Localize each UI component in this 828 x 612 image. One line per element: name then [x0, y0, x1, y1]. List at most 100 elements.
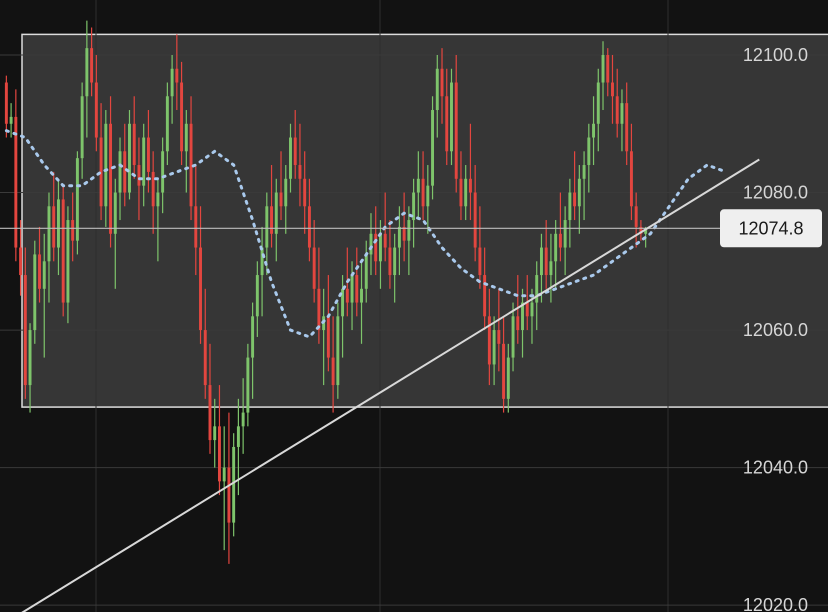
candle: [203, 288, 207, 399]
trendline: [21, 158, 760, 612]
candle: [270, 165, 274, 248]
candle: [23, 247, 27, 399]
candle: [208, 343, 212, 454]
candle-body: [525, 302, 529, 317]
candle: [492, 316, 496, 386]
candle-body: [189, 123, 193, 207]
candle: [587, 123, 591, 193]
candle: [151, 151, 155, 234]
candle-body: [644, 228, 648, 234]
candle: [274, 178, 278, 262]
candle: [454, 55, 458, 193]
candle: [516, 275, 520, 344]
candle: [582, 151, 586, 221]
candle: [355, 247, 359, 317]
candle-body: [606, 55, 610, 83]
candle-body: [303, 178, 307, 207]
candle: [539, 233, 543, 303]
candle: [312, 220, 316, 303]
candle: [4, 75, 8, 138]
candle: [260, 226, 264, 317]
candle: [94, 55, 98, 152]
candle: [521, 288, 524, 358]
price-tick-label: 12100.0: [743, 45, 808, 65]
candle: [615, 68, 619, 138]
candle-body: [270, 206, 274, 234]
candle: [307, 178, 311, 262]
candle-body: [47, 206, 51, 262]
candle: [402, 192, 406, 262]
candle: [544, 220, 548, 289]
candle: [459, 151, 463, 221]
candle-body: [468, 178, 472, 193]
candle-body: [298, 165, 302, 179]
candle-body: [426, 185, 430, 207]
candle: [9, 103, 13, 138]
candle: [284, 165, 288, 234]
candle-body: [23, 275, 27, 386]
candle: [407, 206, 411, 276]
candle: [601, 41, 605, 111]
candle-body: [615, 96, 619, 124]
candle-body: [170, 68, 174, 97]
candle: [378, 220, 382, 289]
candle: [42, 233, 46, 358]
candle-body: [137, 165, 141, 186]
candle-body: [161, 151, 165, 193]
candle: [611, 55, 614, 124]
candle: [66, 206, 70, 324]
candle: [199, 206, 202, 344]
candle: [170, 55, 174, 124]
candle-body: [4, 82, 8, 124]
candle-body: [42, 261, 46, 289]
candle-body: [326, 316, 330, 358]
candle: [450, 68, 453, 166]
candle: [38, 226, 41, 303]
candle-body: [71, 220, 75, 241]
candle-body: [450, 82, 453, 152]
candle-body: [341, 288, 345, 317]
price-tick-label: 12060.0: [743, 320, 808, 340]
candle: [473, 165, 477, 262]
candle: [483, 247, 487, 331]
candle-body: [402, 226, 406, 241]
candle-body: [544, 247, 548, 276]
candle-body: [412, 192, 416, 221]
candle: [478, 206, 482, 289]
candle: [331, 316, 335, 413]
candle: [487, 288, 491, 386]
candle-body: [592, 123, 596, 138]
candle: [639, 220, 643, 241]
candle-body: [80, 96, 84, 159]
candle-body: [521, 302, 524, 331]
candle-body: [573, 192, 577, 207]
candle: [52, 171, 56, 262]
candle: [175, 34, 179, 111]
candle: [189, 96, 193, 221]
candle-body: [104, 123, 108, 207]
candle-body: [435, 68, 439, 111]
candle-body: [38, 254, 41, 289]
candle-body: [601, 55, 605, 83]
candle-body: [634, 206, 638, 227]
candle-body: [535, 275, 539, 303]
candle: [75, 151, 79, 255]
price-tick-label: 12080.0: [743, 183, 808, 203]
candle: [85, 20, 89, 138]
candle-body: [61, 199, 65, 303]
candle-body: [516, 316, 520, 331]
candle-body: [274, 192, 278, 234]
last-price-label-text: 12074.8: [738, 218, 803, 238]
candle-body: [203, 330, 207, 386]
candle-body: [99, 137, 103, 207]
candle-body: [165, 96, 169, 152]
candle-body: [113, 192, 117, 234]
candle-body: [260, 247, 264, 276]
candle-body: [184, 123, 188, 152]
price-tick-label: 12020.0: [743, 595, 808, 612]
candle: [279, 151, 283, 221]
candle-body: [19, 247, 23, 276]
candle-body: [360, 288, 363, 303]
candle-body: [393, 247, 397, 276]
